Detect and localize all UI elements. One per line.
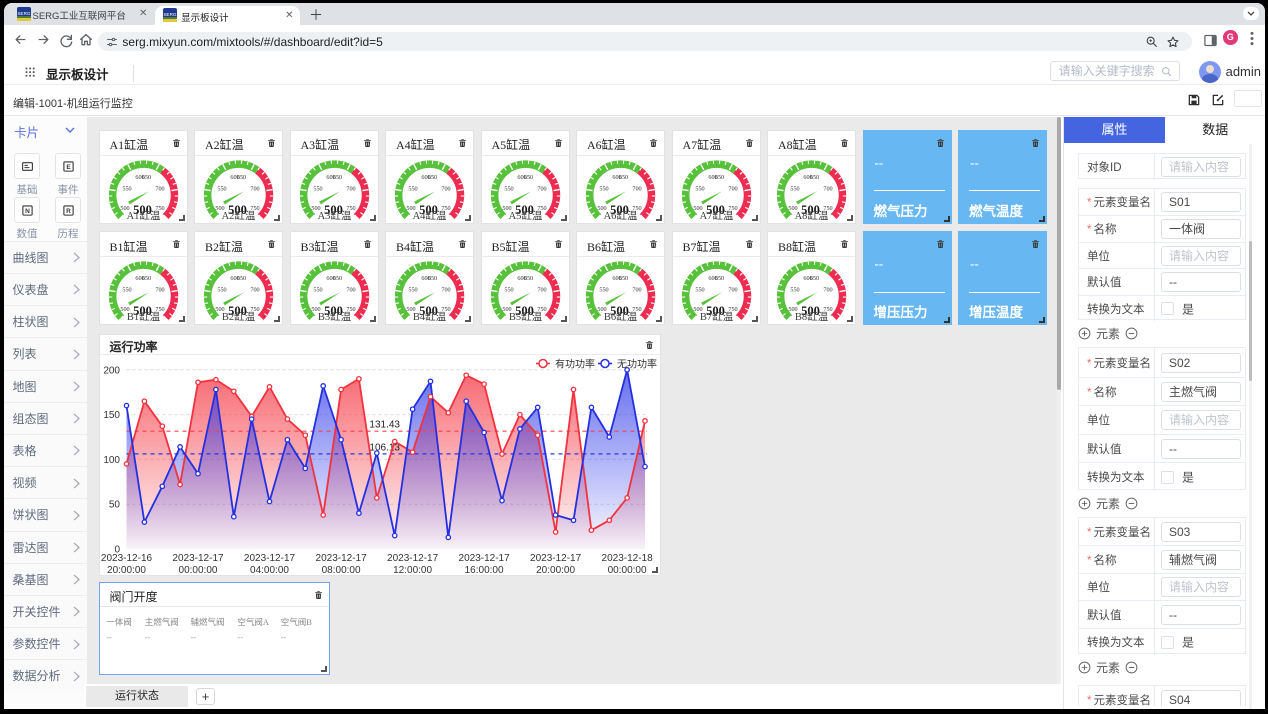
svg-text:2023-12-17: 2023-12-17 [243, 553, 295, 564]
svg-text:150: 150 [103, 410, 120, 421]
svg-text:A2缸温: A2缸温 [222, 209, 256, 222]
svg-text:200: 200 [103, 365, 120, 376]
svg-text:00:00:00: 00:00:00 [607, 565, 646, 576]
svg-text:B7缸温: B7缸温 [699, 310, 733, 323]
svg-text:2023-12-17: 2023-12-17 [530, 553, 582, 564]
svg-text:A5缸温: A5缸温 [508, 209, 542, 222]
svg-text:R: R [66, 208, 71, 215]
svg-text:50: 50 [108, 500, 120, 511]
svg-text:B8缸温: B8缸温 [795, 310, 829, 323]
svg-text:20:00:00: 20:00:00 [536, 565, 575, 576]
svg-text:E: E [66, 164, 71, 171]
svg-text:20:00:00: 20:00:00 [107, 565, 146, 576]
svg-text:A6缸温: A6缸温 [604, 209, 638, 222]
svg-text:2023-12-17: 2023-12-17 [315, 553, 367, 564]
svg-text:12:00:00: 12:00:00 [393, 565, 432, 576]
svg-text:N: N [25, 208, 30, 215]
svg-text:B5缸温: B5缸温 [508, 310, 542, 323]
svg-text:B6缸温: B6缸温 [604, 310, 638, 323]
svg-text:B2缸温: B2缸温 [222, 310, 256, 323]
svg-text:16:00:00: 16:00:00 [464, 565, 503, 576]
svg-text:B1缸温: B1缸温 [126, 310, 160, 323]
svg-text:A8缸温: A8缸温 [795, 209, 829, 222]
svg-text:无功功率: 无功功率 [617, 358, 657, 371]
svg-text:00:00:00: 00:00:00 [178, 565, 217, 576]
svg-text:2023-12-18: 2023-12-18 [601, 553, 653, 564]
svg-text:2023-12-17: 2023-12-17 [458, 553, 510, 564]
svg-text:有功功率: 有功功率 [555, 358, 595, 371]
svg-text:SERG: SERG [164, 12, 177, 17]
svg-text:106.13: 106.13 [369, 443, 400, 454]
svg-text:SERG: SERG [17, 11, 30, 16]
svg-text:A1缸温: A1缸温 [126, 209, 160, 222]
svg-text:B4缸温: B4缸温 [413, 310, 447, 323]
svg-text:2023-12-17: 2023-12-17 [172, 553, 224, 564]
svg-text:A3缸温: A3缸温 [317, 209, 351, 222]
svg-text:131.43: 131.43 [369, 420, 400, 431]
svg-text:100: 100 [103, 455, 120, 466]
svg-text:04:00:00: 04:00:00 [250, 565, 289, 576]
svg-text:B3缸温: B3缸温 [317, 310, 351, 323]
svg-text:A4缸温: A4缸温 [413, 209, 447, 222]
svg-text:2023-12-16: 2023-12-16 [100, 553, 152, 564]
svg-text:2023-12-17: 2023-12-17 [387, 553, 439, 564]
svg-text:0: 0 [114, 545, 120, 556]
svg-text:A7缸温: A7缸温 [699, 209, 733, 222]
svg-text:08:00:00: 08:00:00 [321, 565, 360, 576]
